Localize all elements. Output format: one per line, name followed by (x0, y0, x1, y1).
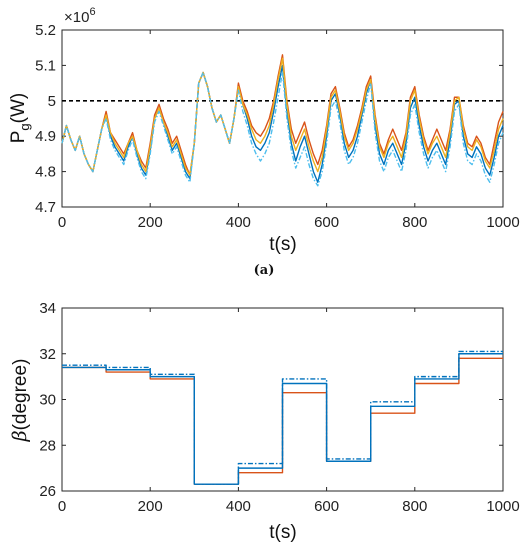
y-tick-label: 5 (48, 93, 56, 110)
y-tick-label: 4.9 (35, 128, 56, 145)
y-tick-label: 4.8 (35, 164, 56, 181)
y-axis-label-a: Pg(W) (8, 93, 32, 144)
x-tick-label: 1000 (486, 214, 519, 231)
y-tick-label: 5.2 (35, 22, 56, 39)
x-tick-label: 1000 (486, 498, 519, 515)
y-tick-label: 28 (39, 437, 56, 454)
y-tick-label: 30 (39, 392, 56, 409)
chart-panel-b: 0 200 400 600 800 1000 26 28 30 32 34 β(degree) t(… (9, 300, 520, 543)
x-tick-label: 600 (314, 214, 339, 231)
y-tick-label: 4.7 (35, 199, 56, 216)
y-tick-label: 26 (39, 483, 56, 500)
y-tick-label: 5.1 (35, 57, 56, 74)
y-tick-label: 34 (39, 300, 56, 317)
x-tick-label: 0 (58, 214, 66, 231)
x-tick-label: 600 (314, 498, 339, 515)
x-tick-label: 200 (138, 214, 163, 231)
tick-labels-b: 0 200 400 600 800 1000 26 28 30 32 34 (39, 300, 519, 515)
series-line-3 (61, 57, 504, 176)
series-line-3 (62, 353, 503, 485)
series-line-4 (61, 71, 504, 187)
x-axis-label-b: t(s) (269, 522, 296, 543)
series-group-b (62, 350, 503, 485)
tick-labels-a: 0 200 400 600 800 1000 4.7 4.8 4.9 5 5.1 5.2 (35, 22, 520, 231)
series-group-a (61, 54, 504, 187)
x-tick-label: 400 (226, 214, 251, 231)
panel-label-a: (a) (254, 263, 275, 278)
y-tick-label: 32 (39, 346, 56, 363)
x-tick-label: 200 (138, 498, 163, 515)
x-tick-label: 800 (402, 214, 427, 231)
y-axis-label-b: β(degree) (9, 359, 31, 443)
chart-panel-a: 0 200 400 600 800 1000 4.7 4.8 4.9 5 5.1 5.2 ×106 P… (8, 6, 520, 278)
ticks-b (61, 307, 504, 492)
x-tick-label: 800 (402, 498, 427, 515)
x-tick-label: 0 (58, 498, 66, 515)
x-axis-label-a: t(s) (269, 234, 296, 255)
y-multiplier: ×106 (64, 6, 96, 26)
x-tick-label: 400 (226, 498, 251, 515)
